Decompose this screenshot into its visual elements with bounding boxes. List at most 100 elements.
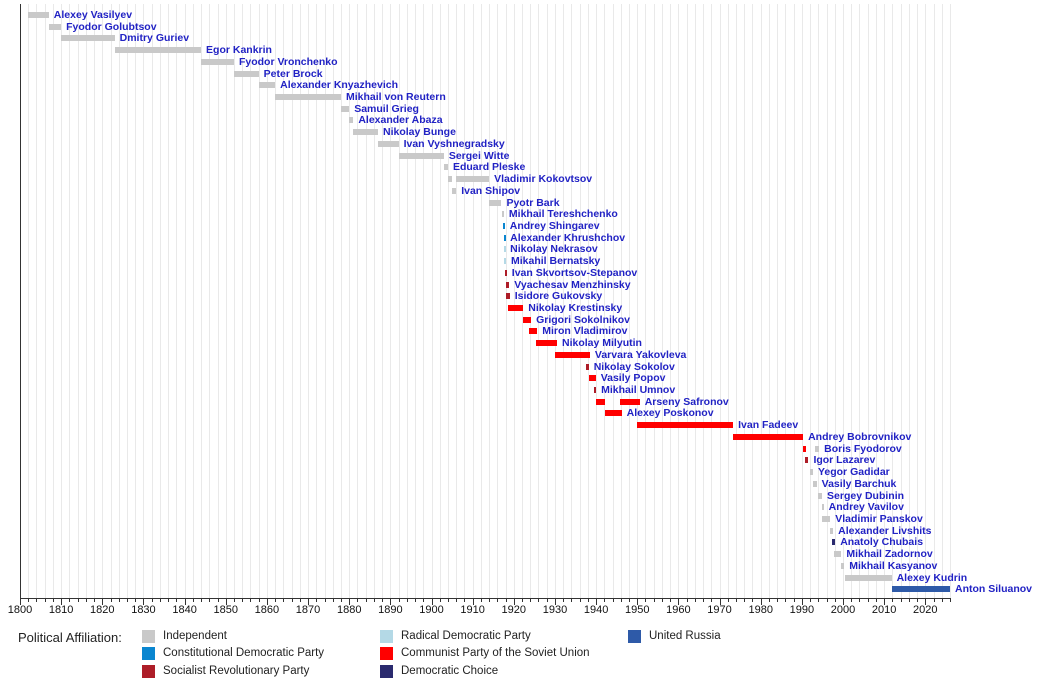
minor-tick [85,599,87,602]
minor-tick [579,599,581,602]
y-axis-line [20,4,21,598]
gridline [159,4,161,598]
minor-tick [365,599,367,602]
gridline [102,4,104,598]
minor-tick [587,599,589,602]
minor-tick [94,599,96,602]
gridline [727,4,729,598]
minor-tick [744,599,746,602]
timeline-bar [61,35,115,42]
gridline [423,4,425,598]
axis-tick-label: 1950 [625,604,650,616]
minister-label: Andrey Shingarev [509,219,600,232]
gridline [933,4,935,598]
minor-tick [736,599,738,602]
gridline [332,4,334,598]
major-tick [719,599,721,605]
gridline [546,4,548,598]
axis-tick-label: 1800 [7,604,33,616]
minister-label: Sergey Dubinin [827,489,905,502]
minor-tick [546,599,548,602]
timeline-bar [619,398,640,405]
axis-tick-label: 1820 [90,604,115,616]
timeline-bar [594,387,597,394]
gridline [843,4,844,598]
timeline-bar [258,82,276,89]
minor-tick [950,599,951,602]
timeline-bar [588,375,596,382]
major-tick [308,599,310,605]
gridline [365,4,367,598]
legend-label: Independent [163,630,227,642]
axis-tick-label: 1870 [295,604,321,616]
gridline [917,4,919,598]
legend-swatch-united_russia [628,630,641,643]
minor-tick [217,599,219,602]
gridline [587,4,589,598]
timeline-bar [831,539,836,546]
gridline [834,4,836,598]
timeline-bar [201,58,234,65]
gridline [522,4,524,598]
minor-tick [439,599,441,602]
minor-tick [711,599,713,602]
legend-swatch-radical_democratic [380,630,393,643]
axis-tick-label: 2010 [871,604,897,616]
minister-label: Andrey Vavilov [828,501,904,514]
gridline [143,4,145,598]
timeline-bar [502,222,505,229]
major-tick [637,599,639,605]
gridline [209,4,211,598]
minister-label: Mikhail Umnov [601,384,676,397]
axis-tick-label: 1810 [48,604,74,616]
minor-tick [258,599,260,602]
gridline [233,4,235,598]
minor-tick [406,599,408,602]
major-tick [596,599,598,605]
minister-label: Fyodor Golubtsov [66,20,157,33]
gridline [126,4,128,598]
gridline [810,4,812,598]
gridline [513,4,515,598]
gridline [299,4,301,598]
axis-tick-label: 1920 [501,604,527,616]
minor-tick [159,599,161,602]
minor-tick [604,599,606,602]
gridline [694,4,696,598]
gridline [184,4,186,598]
gridline [908,4,910,598]
timeline-bar [595,398,606,405]
major-tick [184,599,186,605]
gridline [760,4,762,598]
axis-tick-label: 1970 [707,604,732,616]
minor-tick [522,599,524,602]
gridline [110,4,112,598]
gridline [480,4,482,598]
minor-tick [563,599,565,602]
gridline [357,4,359,598]
minister-label: Alexander Abaza [358,114,443,127]
minister-label: Alexander Knyazhevich [280,79,399,92]
gridline [94,4,96,598]
gridline [316,4,318,598]
timeline-bar [803,445,806,452]
minister-label: Sergei Witte [448,149,510,162]
gridline [530,4,532,598]
minor-tick [69,599,71,602]
gridline [308,4,310,598]
gridline [620,4,622,598]
major-tick [884,599,886,605]
gridline [925,4,927,598]
timeline-bar [523,316,532,323]
legend-label: Communist Party of the Soviet Union [401,647,590,660]
timeline-bar [233,70,259,77]
timeline-bar [398,152,444,159]
gridline [472,4,474,598]
minor-tick [571,599,573,602]
minister-label: Vasily Popov [600,372,666,385]
gridline [61,4,63,598]
minister-label: Ivan Shipov [461,184,521,197]
gridline [941,4,943,598]
gridline [884,4,886,598]
gridline [340,4,342,598]
